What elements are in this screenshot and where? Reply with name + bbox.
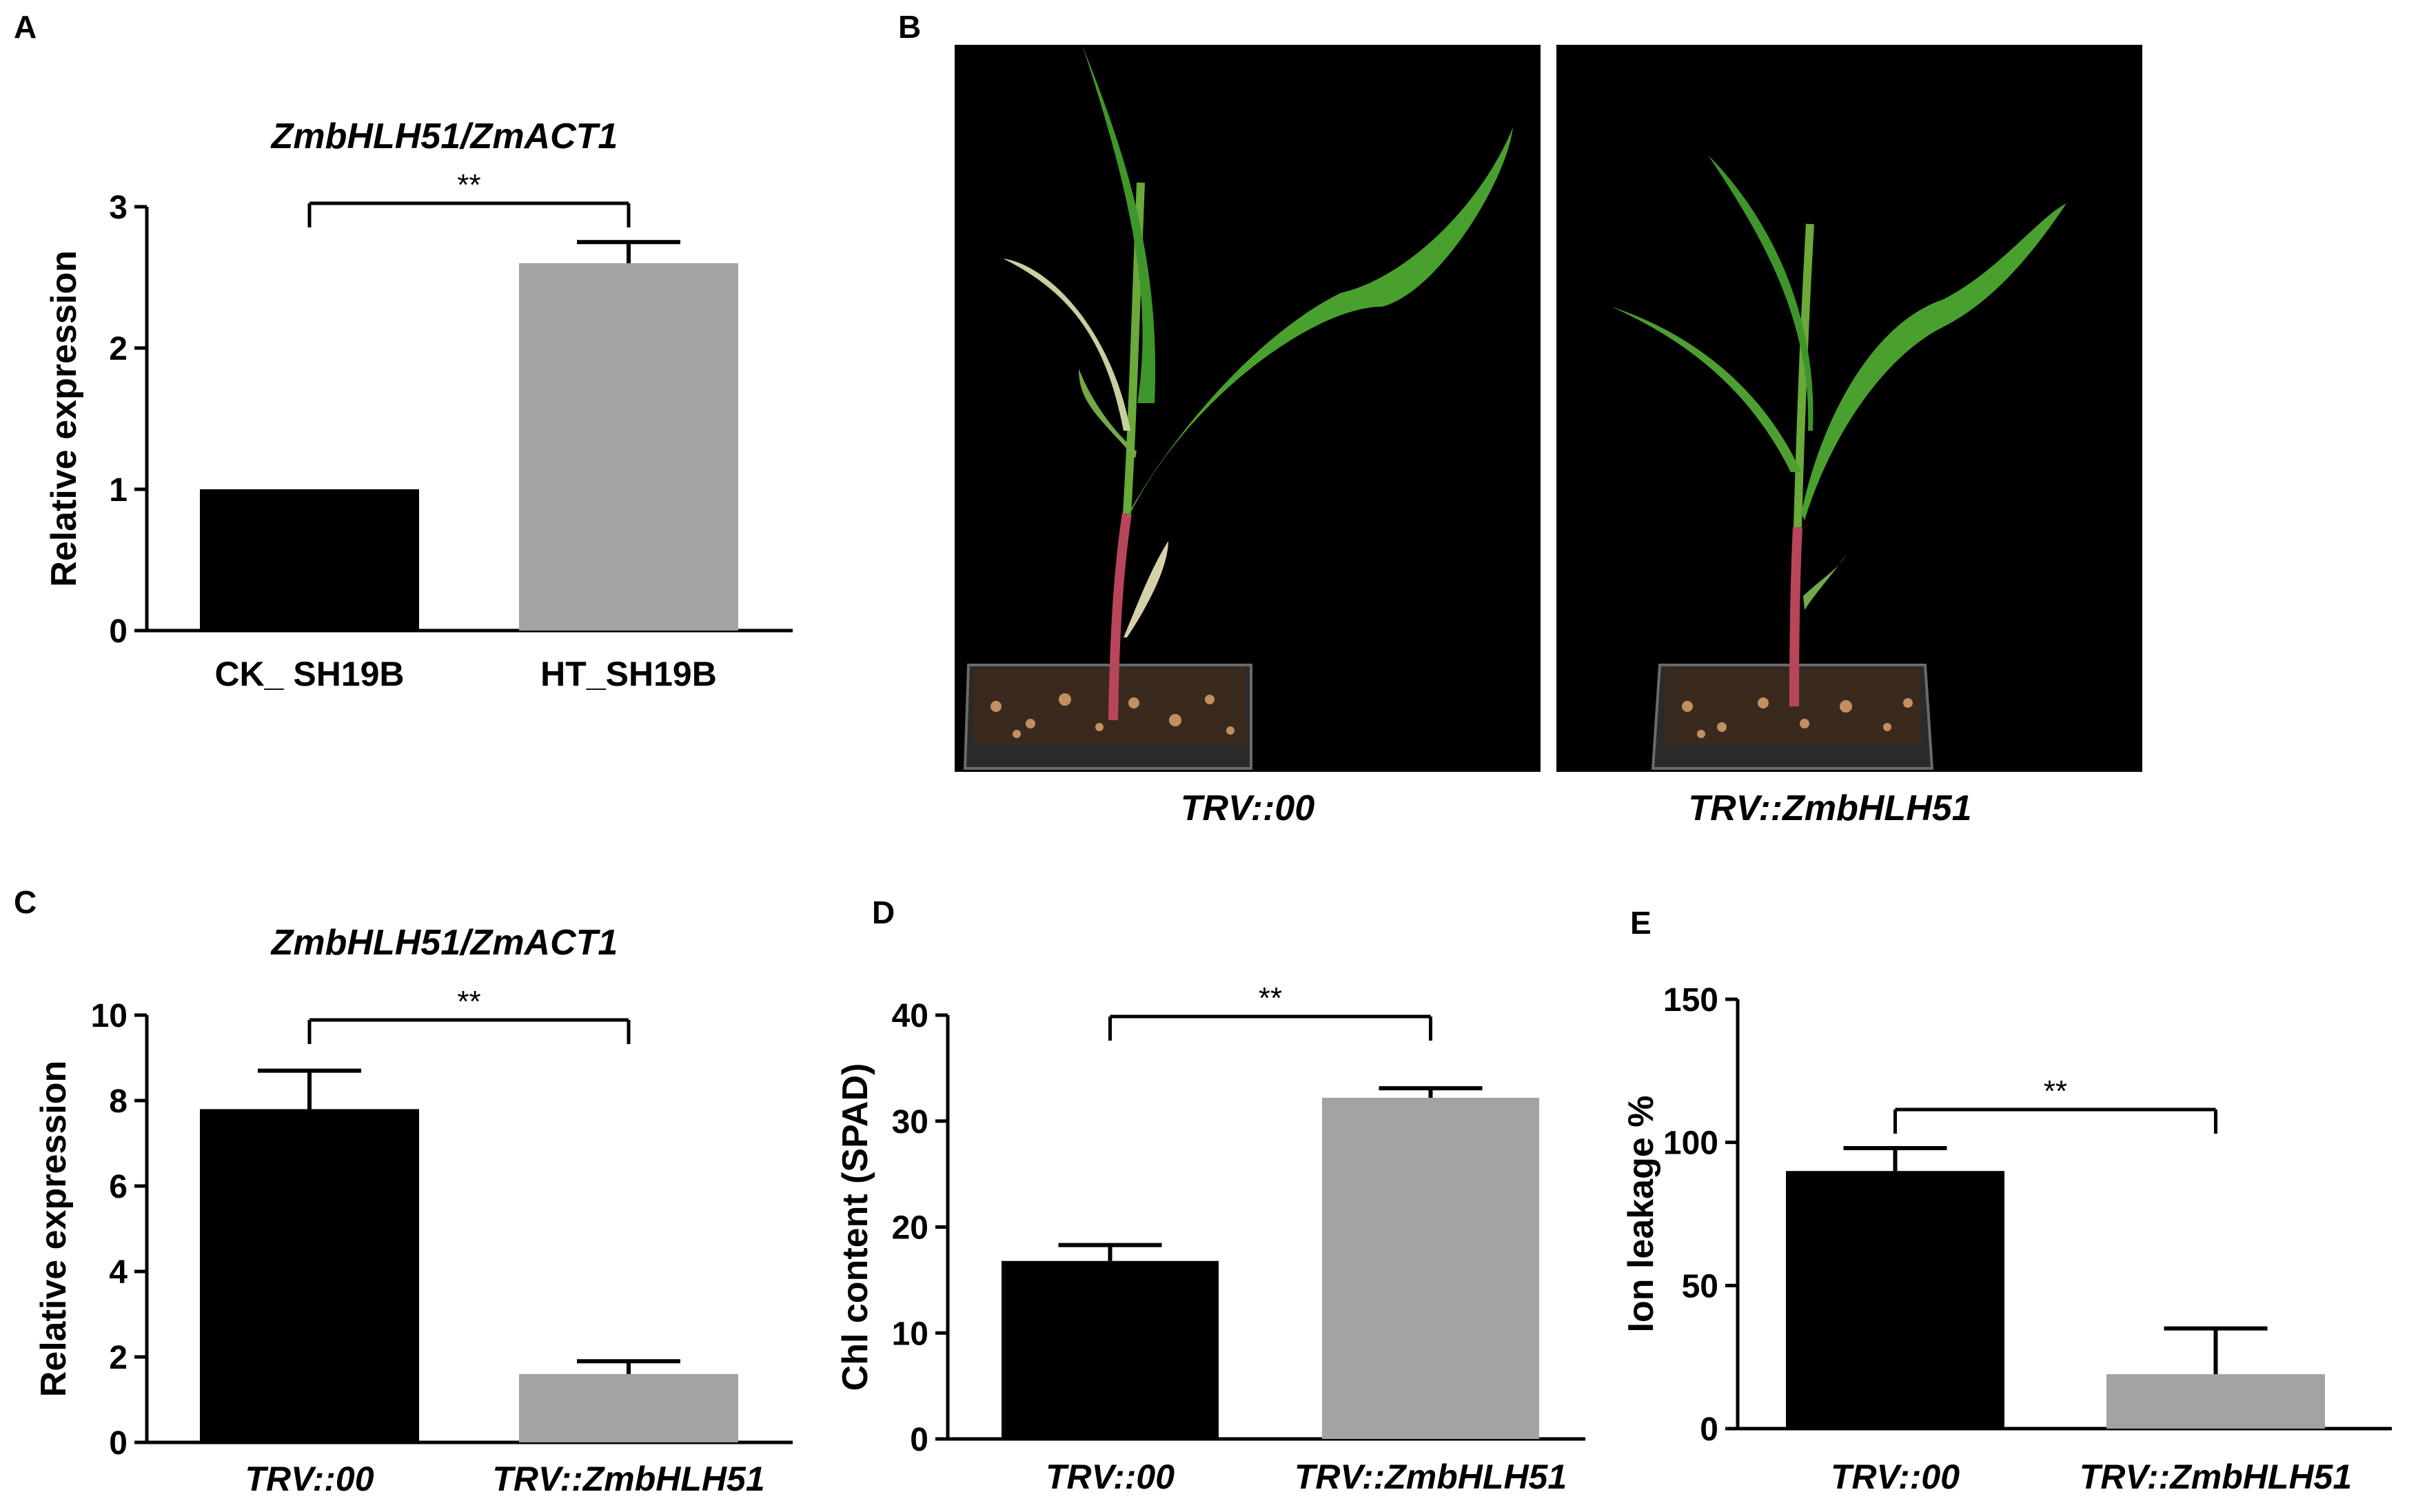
y-tick-label: 6 [109, 1169, 128, 1205]
bar [519, 1373, 738, 1442]
panel-label-d: D [872, 895, 895, 930]
y-tick-label: 8 [109, 1083, 128, 1120]
y-tick-label: 0 [109, 1425, 128, 1462]
category-label: TRV::ZmbHLH51 [1294, 1458, 1567, 1496]
category-label: TRV::00 [1831, 1458, 1960, 1496]
plant-photo-trv-zmbhlh51 [1556, 45, 2142, 772]
y-tick-label: 10 [91, 998, 128, 1034]
y-tick-label: 20 [892, 1210, 928, 1247]
y-axis-label: Chl content (SPAD) [835, 1063, 875, 1391]
panel-label-c: C [14, 884, 37, 920]
y-tick-label: 4 [109, 1254, 128, 1291]
category-label: TRV::ZmbHLH51 [2080, 1458, 2352, 1496]
y-tick-label: 30 [892, 1104, 928, 1141]
y-tick-label: 50 [1682, 1268, 1718, 1305]
chart-panel-a: ZmbHLH51/ZmACT1 0 1 2 3 Relative expression CK… [44, 116, 793, 693]
y-tick-label: 2 [109, 1340, 128, 1376]
panel-label-e: E [1630, 905, 1652, 941]
photo-caption-trv00: TRV::00 [1181, 788, 1315, 828]
category-label: CK_ SH19B [214, 655, 404, 693]
category-label: TRV::ZmbHLH51 [492, 1460, 764, 1498]
y-axis-label: Relative expression [34, 1061, 74, 1397]
bar [1322, 1097, 1539, 1439]
bar [200, 1109, 419, 1442]
bar [1786, 1171, 2004, 1429]
panel-label-a: A [14, 9, 37, 45]
photo-caption-trv-zmbhlh51: TRV::ZmbHLH51 [1688, 788, 1971, 828]
significance-marker: ** [1259, 981, 1282, 1015]
photo-captions: TRV::00 TRV::ZmbHLH51 [1181, 788, 1972, 828]
y-tick-label: 150 [1663, 982, 1718, 1019]
y-axis-label: Ion leakage % [1621, 1096, 1661, 1333]
significance-marker: ** [457, 985, 480, 1019]
y-tick-label: 0 [1700, 1411, 1718, 1448]
chart-title: ZmbHLH51/ZmACT1 [270, 923, 618, 963]
y-tick-label: 100 [1663, 1125, 1718, 1162]
y-tick-label: 2 [109, 331, 128, 367]
y-axis-label: Relative expression [44, 250, 84, 586]
bar [2106, 1374, 2325, 1429]
y-tick-label: 0 [109, 613, 128, 650]
panel-label-b: B [898, 9, 921, 45]
y-tick-label: 3 [109, 190, 128, 226]
category-label: HT_SH19B [540, 655, 717, 693]
y-tick-label: 0 [910, 1422, 928, 1458]
bar [1002, 1260, 1219, 1439]
chart-panel-c: ZmbHLH51/ZmACT1 0 2 4 6 8 10 Relative expressio… [34, 923, 793, 1498]
y-tick-label: 40 [892, 998, 928, 1034]
significance-marker: ** [2044, 1074, 2067, 1108]
category-label: TRV::00 [245, 1460, 374, 1498]
bar [519, 263, 738, 631]
y-tick-label: 10 [892, 1316, 928, 1352]
plant-photo-trv00 [955, 45, 1541, 772]
chart-title: ZmbHLH51/ZmACT1 [270, 116, 618, 156]
bar [200, 489, 419, 631]
y-tick-label: 1 [109, 472, 128, 509]
category-label: TRV::00 [1046, 1458, 1175, 1496]
significance-marker: ** [457, 168, 480, 202]
